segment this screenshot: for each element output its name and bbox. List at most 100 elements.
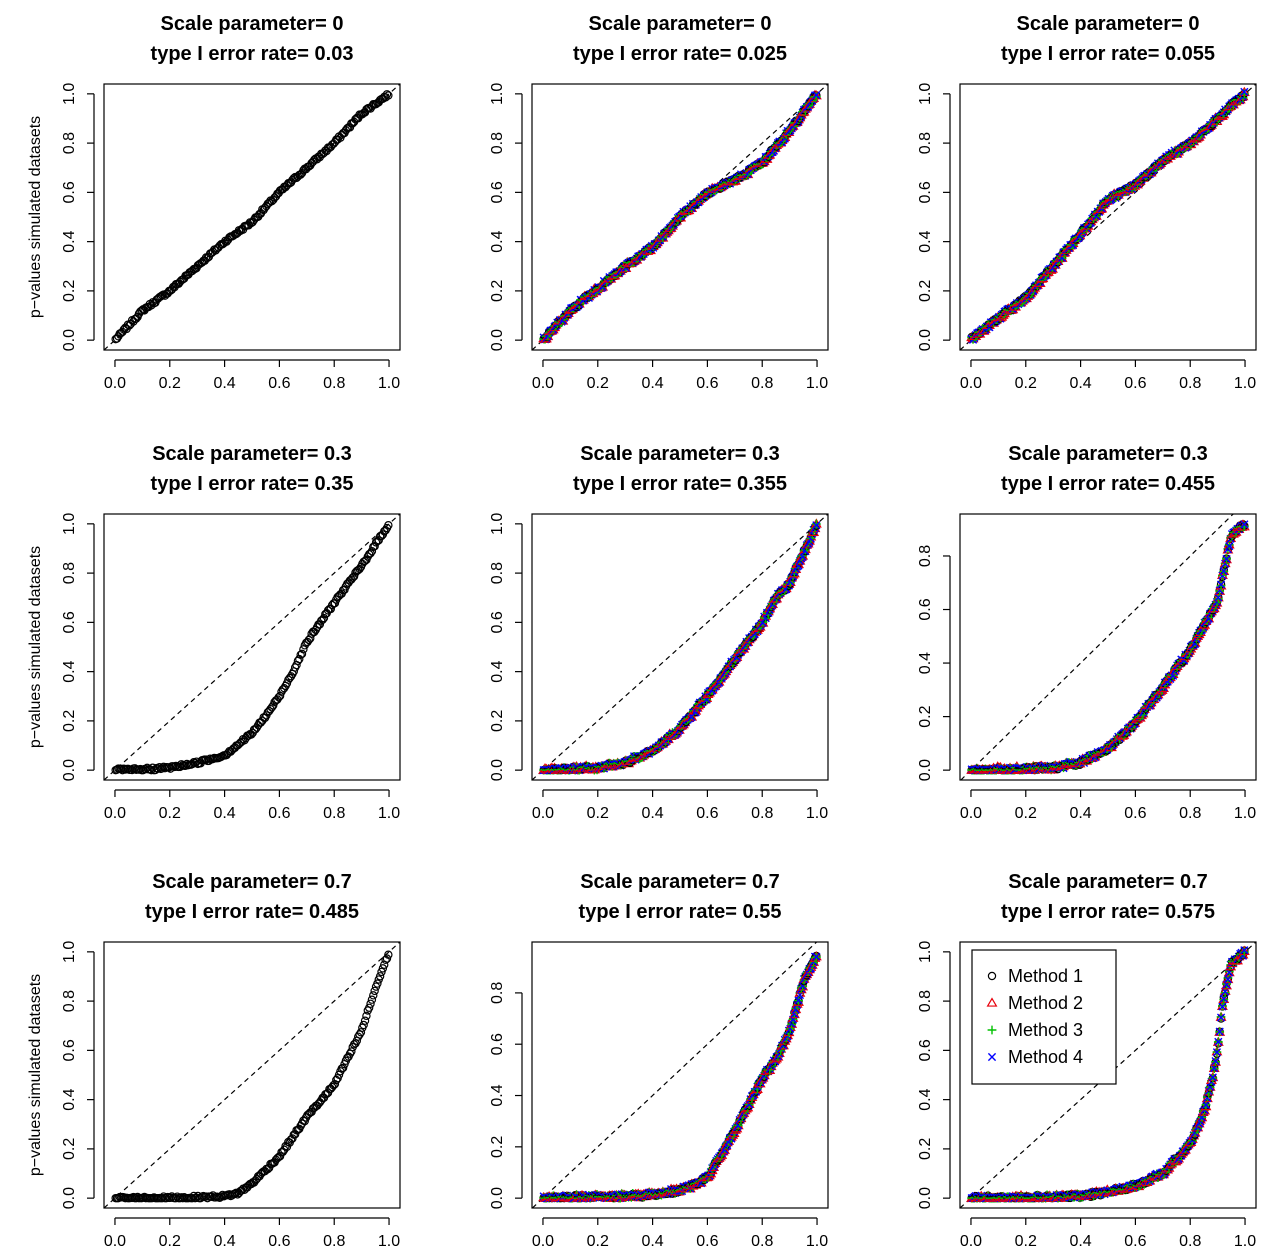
- data-point: [338, 1063, 348, 1073]
- data-point: [1222, 554, 1231, 564]
- y-tick-label: 0.0: [61, 329, 78, 351]
- data-point: [798, 981, 807, 991]
- points-group: [538, 518, 822, 775]
- plot-frame: [103, 941, 401, 1209]
- x-tick-label: 0.6: [696, 1233, 718, 1250]
- data-point: [112, 334, 122, 343]
- x-tick-label: 0.0: [960, 375, 982, 392]
- x-tick-label: 0.2: [587, 805, 609, 822]
- x-tick-label: 0.2: [159, 375, 181, 392]
- data-point: [319, 613, 329, 623]
- data-point: [356, 1028, 366, 1037]
- x-tick-label: 0.2: [159, 805, 181, 822]
- y-tick-label: 0.8: [917, 545, 934, 567]
- plot-frame: [531, 513, 829, 781]
- y-tick-label: 0.8: [61, 132, 78, 154]
- data-point: [812, 952, 821, 961]
- data-point: [1216, 580, 1226, 589]
- data-point: [286, 1135, 296, 1144]
- y-tick-label: 0.0: [917, 329, 934, 351]
- y-tick-label: 0.2: [61, 710, 78, 732]
- plot-frame: [103, 513, 401, 781]
- y-tick-label: 0.0: [917, 759, 934, 781]
- points-group: [966, 86, 1250, 344]
- y-tick-label: 1.0: [61, 513, 78, 535]
- data-point: [322, 1089, 331, 1099]
- x-tick-label: 1.0: [378, 805, 400, 822]
- data-point: [1225, 542, 1234, 551]
- data-point: [280, 1145, 289, 1154]
- x-tick-label: 0.8: [323, 805, 345, 822]
- y-tick-label: 0.8: [489, 982, 506, 1004]
- y-tick-label: 1.0: [489, 83, 506, 105]
- y-tick-label: 0.4: [61, 230, 78, 252]
- x-tick-label: 0.4: [1069, 375, 1091, 392]
- data-point: [382, 90, 392, 99]
- y-axis-title: p−values simulated datasets: [27, 546, 44, 748]
- x-tick-label: 0.4: [641, 1233, 663, 1250]
- data-point: [136, 307, 145, 316]
- data-point: [364, 1003, 374, 1012]
- x-tick-label: 1.0: [378, 375, 400, 392]
- reference-line: [532, 514, 828, 780]
- data-point: [270, 697, 279, 707]
- x-tick-label: 0.4: [641, 375, 663, 392]
- y-tick-label: 0.2: [61, 1138, 78, 1160]
- data-point: [296, 170, 305, 179]
- y-tick-label: 0.0: [61, 1187, 78, 1209]
- data-point: [360, 1016, 370, 1025]
- y-tick-label: 0.0: [489, 329, 506, 351]
- data-point: [1213, 594, 1223, 604]
- data-point: [382, 954, 392, 963]
- data-point: [374, 536, 383, 545]
- x-tick-label: 0.8: [751, 1233, 773, 1250]
- reference-line: [104, 514, 400, 780]
- x-tick-label: 1.0: [806, 1233, 828, 1250]
- data-point: [375, 972, 385, 981]
- y-tick-label: 0.4: [489, 660, 506, 682]
- data-point: [317, 616, 326, 625]
- panel-title-line2: type I error rate= 0.055: [1001, 43, 1215, 65]
- y-tick-label: 0.4: [61, 1088, 78, 1110]
- data-point: [348, 573, 357, 582]
- data-point: [378, 964, 388, 973]
- reference-line: [532, 942, 818, 1208]
- data-point: [367, 995, 377, 1004]
- data-point: [170, 762, 179, 772]
- x-tick-label: 1.0: [1234, 805, 1256, 822]
- data-point: [373, 979, 382, 988]
- data-point: [315, 620, 325, 629]
- plot-frame: [103, 83, 401, 351]
- y-tick-label: 0.6: [61, 181, 78, 203]
- data-point: [247, 730, 256, 739]
- panel-title-line2: type I error rate= 0.455: [1001, 473, 1215, 495]
- x-tick-label: 0.4: [213, 1233, 235, 1250]
- panel-title-line2: type I error rate= 0.025: [573, 43, 787, 65]
- data-point: [288, 1134, 297, 1143]
- data-point: [126, 319, 135, 329]
- data-point: [367, 547, 377, 556]
- y-tick-label: 0.8: [489, 132, 506, 154]
- x-tick-label: 0.4: [1069, 805, 1091, 822]
- panel-title-line1: Scale parameter= 0: [1017, 13, 1200, 35]
- x-tick-label: 0.8: [323, 1233, 345, 1250]
- panel-title-line1: Scale parameter= 0.7: [152, 871, 352, 893]
- points-group: [111, 521, 393, 775]
- panel-title-line1: Scale parameter= 0.3: [580, 443, 780, 465]
- data-point: [211, 246, 220, 255]
- y-tick-label: 0.4: [489, 230, 506, 252]
- panel-title-line2: type I error rate= 0.55: [579, 901, 782, 923]
- x-tick-label: 0.8: [1179, 805, 1201, 822]
- points-group: [538, 951, 822, 1203]
- data-point: [369, 991, 378, 1000]
- x-tick-label: 0.8: [1179, 375, 1201, 392]
- data-point: [811, 92, 821, 102]
- y-tick-label: 0.6: [489, 611, 506, 633]
- data-point: [251, 725, 260, 734]
- x-tick-label: 1.0: [806, 805, 828, 822]
